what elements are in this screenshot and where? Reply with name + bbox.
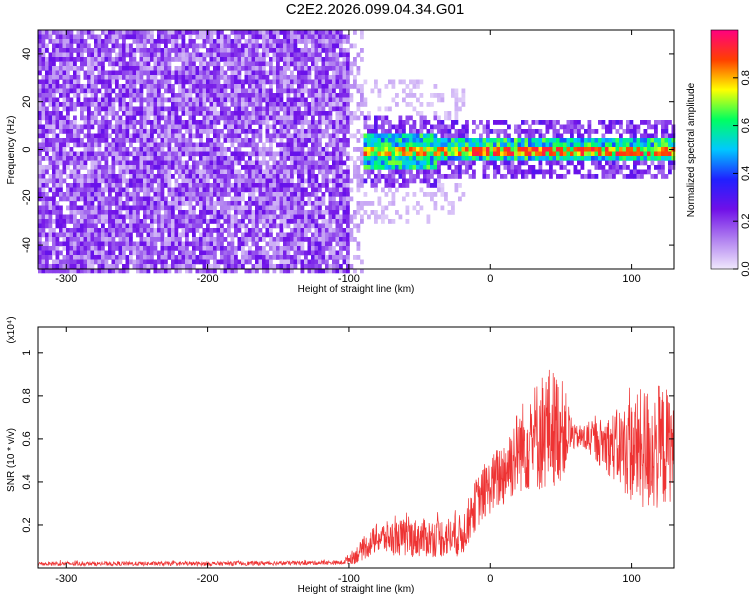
snr-x-tick-label: -300 — [55, 573, 77, 585]
snr-x-axis-label: Height of straight line (km) — [298, 584, 415, 595]
snr-y-multiplier: (x10⁴) — [6, 316, 17, 343]
spectrogram-y-tick-label: -40 — [21, 237, 33, 253]
snr-x-tick-label: -100 — [338, 573, 360, 585]
colorbar-ticks: 0.0 0.2 0.4 0.6 0.8 — [733, 70, 750, 277]
spectrogram-x-tick-label: -300 — [55, 273, 77, 285]
spectrogram-x-tick-label: -100 — [338, 273, 360, 285]
spectrogram-x-tick-label: -200 — [197, 273, 219, 285]
snr-y-tick-label: 0.6 — [21, 431, 33, 446]
snr-x-tick-label: 100 — [622, 573, 640, 585]
colorbar-tick-label: 0.0 — [740, 261, 750, 276]
snr-x-tick-label: -200 — [197, 573, 219, 585]
page-title: C2E2.2026.099.04.34.G01 — [285, 1, 465, 18]
snr-y-axis-label: SNR (10 * v/v) — [6, 428, 17, 492]
snr-panel: -300 -200 -100 0 100 0.2 0.4 0.6 0.8 1 Height of … — [6, 316, 675, 595]
snr-y-tick-label: 1 — [21, 350, 33, 356]
spectrogram-x-tick-label: 100 — [622, 273, 640, 285]
heatmap-cells — [38, 30, 676, 274]
spectrogram-y-tick-label: 40 — [21, 48, 33, 60]
spectrogram-y-axis-label: Frequency (Hz) — [6, 116, 17, 185]
snr-y-tick-label: 0.8 — [21, 388, 33, 403]
snr-y-tick-label: 0.4 — [21, 474, 33, 489]
snr-series-line — [37, 369, 675, 568]
spectrogram-x-tick-label: 0 — [487, 273, 493, 285]
spectrogram-y-tick-label: -20 — [21, 189, 33, 205]
colorbar-tick-label: 0.4 — [740, 166, 750, 181]
spectrogram-y-tick-label: 0 — [21, 146, 33, 152]
colorbar-label: Normalized spectral amplitude — [686, 82, 697, 217]
snr-axes: -300 -200 -100 0 100 0.2 0.4 0.6 0.8 1 — [21, 327, 674, 585]
spectrogram-x-axis-label: Height of straight line (km) — [298, 284, 415, 295]
colorbar-tick-label: 0.8 — [740, 70, 750, 85]
spectrogram-y-tick-label: 20 — [21, 96, 33, 108]
snr-plot-frame — [37, 326, 675, 569]
colorbar-gradient — [710, 29, 739, 270]
snr-y-tick-label: 0.2 — [21, 517, 33, 532]
colorbar-tick-label: 0.2 — [740, 214, 750, 229]
snr-x-tick-label: 0 — [487, 573, 493, 585]
colorbar: 0.0 0.2 0.4 0.6 0.8 Normalized spectral ampl… — [686, 29, 750, 277]
colorbar-tick-label: 0.6 — [740, 118, 750, 133]
